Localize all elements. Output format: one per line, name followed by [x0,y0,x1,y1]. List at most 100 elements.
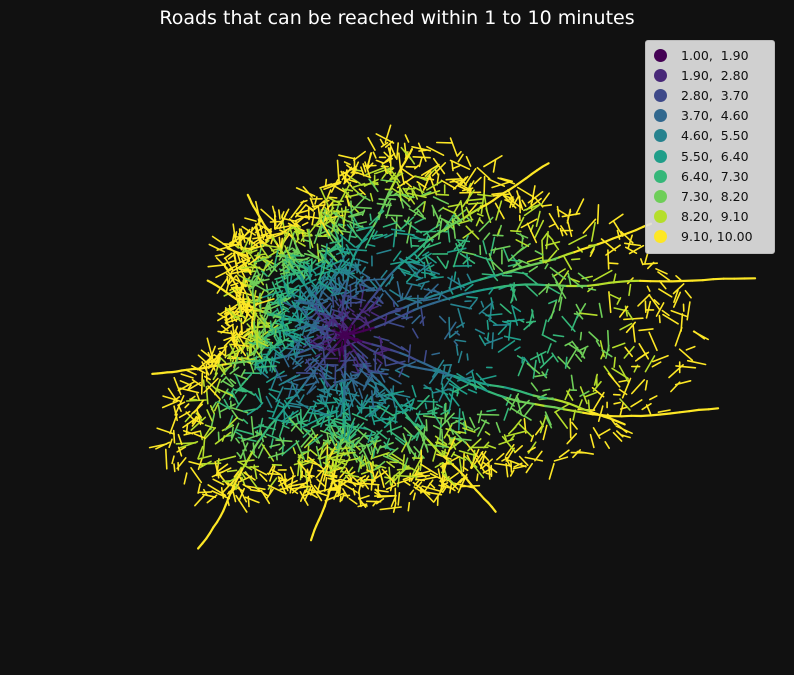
road-segment [272,363,283,382]
road-segment [301,221,309,226]
road-segment [476,213,484,217]
road-segment [233,252,239,275]
road-segment [407,446,417,458]
road-segment [213,354,221,359]
legend-marker [654,189,667,203]
road-segment [409,489,415,496]
road-segment [658,314,661,324]
road-segment [206,494,218,504]
road-segment [506,397,518,402]
road-segment [420,191,432,197]
road-segment [232,301,245,315]
road-segment [561,315,576,333]
road-segment [388,376,402,385]
road-segment [350,373,360,377]
road-segment [351,412,368,421]
road-segment [590,221,596,242]
road-segment [441,289,451,295]
road-segment [424,169,432,177]
road-segment [434,461,445,469]
road-segment [620,414,633,418]
road-segment [305,258,313,264]
road-segment [240,291,261,299]
road-segment [234,278,247,287]
road-segment [467,438,482,452]
road-segment [214,253,225,257]
road-segment [379,416,398,423]
road-segment [347,306,355,313]
road-segment [376,352,385,358]
road-segment [338,485,342,495]
road-segment [399,167,415,178]
road-segment [273,328,277,338]
road-segment [257,444,265,459]
road-segment [281,305,290,311]
road-segment [435,403,443,408]
road-segment [403,219,410,225]
road-segment [286,281,290,295]
road-segment [406,221,412,244]
road-segment [168,438,173,449]
road-segment [526,362,541,375]
road-segment [490,245,511,252]
road-segment [422,297,440,302]
road-segment [413,201,425,212]
road-segment [268,339,283,351]
road-segment [455,239,471,243]
road-segment [346,224,363,242]
road-segment [407,501,411,512]
road-segment [678,348,694,362]
road-segment [466,295,479,299]
road-segment [246,323,262,341]
road-segment [412,252,425,265]
road-segment [524,456,544,462]
road-segment [511,304,519,326]
road-segment [466,253,470,268]
road-segment [423,288,440,294]
road-segment [379,506,402,511]
road-segment [395,306,406,312]
road-segment [209,404,215,415]
road-segment [554,411,569,429]
road-segment [356,405,361,412]
road-segment [434,367,446,374]
road-segment [275,253,283,258]
road-segment [474,328,486,335]
legend-label: 3.70, 4.60 [681,108,749,124]
road-segment [619,231,630,237]
road-segment [384,360,406,367]
road-segment [396,193,411,208]
road-segment [542,258,553,264]
road-segment [248,335,269,347]
road-segment [332,212,350,223]
road-segment [608,291,612,314]
road-segment [611,367,629,380]
road-segment [317,281,334,290]
road-segment [487,274,498,279]
road-segment [387,198,397,201]
road-segment [296,304,303,312]
road-segment [527,446,536,453]
road-segment [592,380,602,392]
road-segment [276,292,283,299]
road-segment [368,408,379,418]
road-segment [264,304,270,311]
road-segment [249,488,261,493]
road-segment [408,148,414,155]
road-segment [503,284,517,288]
road-segment [442,218,455,231]
road-segment [315,352,323,358]
road-segment [412,305,425,312]
road-segment [268,416,287,423]
road-segment [386,460,396,469]
road-segment [351,326,361,333]
road-segment [604,237,615,243]
road-segment [465,225,480,240]
road-segment [366,152,373,169]
road-segment [655,267,668,275]
road-segment [420,307,425,327]
road-segment [380,141,389,148]
road-segment [302,186,313,198]
road-segment [457,277,463,291]
road-segment [328,281,338,301]
